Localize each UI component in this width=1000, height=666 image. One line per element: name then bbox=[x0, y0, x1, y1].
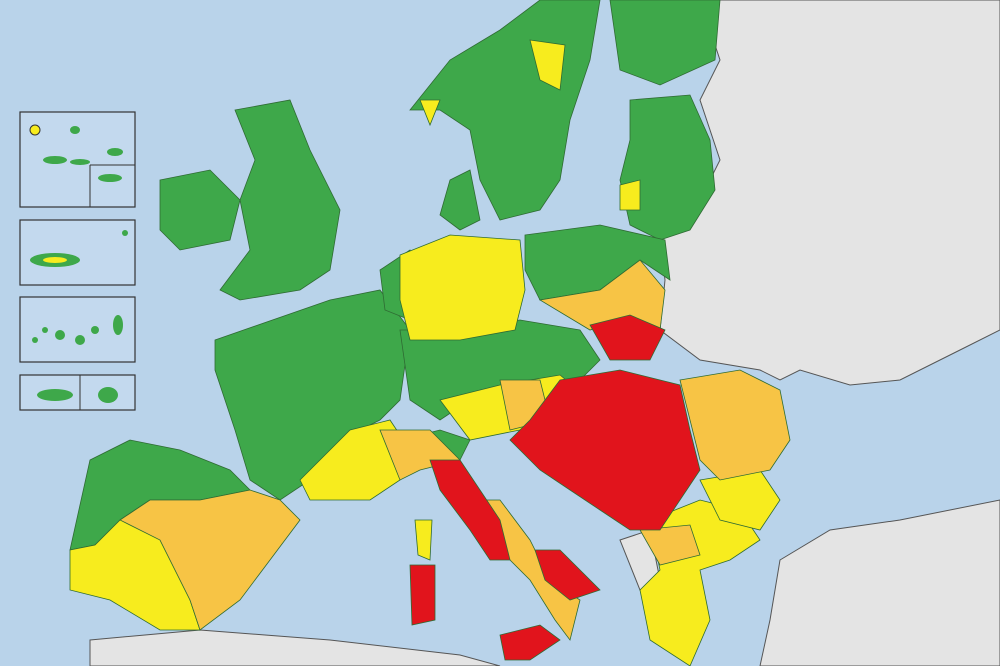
inset-canary-islands bbox=[19, 296, 136, 363]
land-east bbox=[659, 0, 1000, 386]
inset-madeira bbox=[19, 219, 136, 286]
inset-azores bbox=[19, 111, 136, 208]
land-turkey bbox=[759, 499, 1000, 666]
inset-ceuta-melilla bbox=[19, 374, 136, 411]
yellow-regions bbox=[69, 39, 781, 666]
red-regions bbox=[409, 314, 701, 661]
